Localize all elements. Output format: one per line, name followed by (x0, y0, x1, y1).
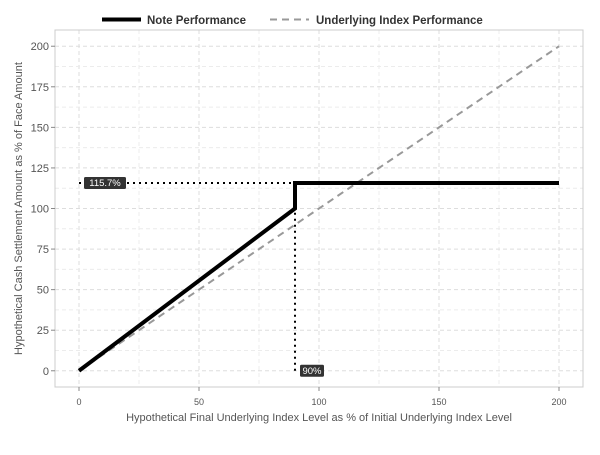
y-tick-label: 200 (31, 41, 49, 53)
x-tick-label: 100 (311, 397, 326, 407)
y-tick-label: 100 (31, 204, 49, 216)
y-tick-label: 50 (37, 285, 49, 297)
y-tick-label: 150 (31, 122, 49, 134)
y-tick-label: 125 (31, 163, 49, 175)
legend: Note Performance Underlying Index Perfor… (102, 15, 483, 27)
y-tick-label: 25 (37, 325, 49, 337)
annotation-label: 90% (302, 366, 322, 377)
legend-label-note-performance: Note Performance (147, 15, 246, 27)
series-line-note-performance (77, 181, 559, 373)
x-tick-label: 50 (194, 397, 204, 407)
y-tick-label: 0 (43, 366, 49, 378)
annotations: 115.7% 90% (84, 177, 324, 377)
y-axis-label: Hypothetical Cash Settlement Amount as %… (13, 62, 25, 355)
y-tick-label: 75 (37, 244, 49, 256)
y-tick-label: 175 (31, 82, 49, 94)
x-axis-label: Hypothetical Final Underlying Index Leve… (126, 412, 512, 424)
series-line-underlying-index-performance (78, 45, 560, 372)
x-tick-label: 0 (76, 397, 81, 407)
annotation-label: 115.7% (89, 178, 121, 189)
annotation-box (84, 177, 126, 190)
x-tick-label: 200 (551, 397, 566, 407)
annotation-box (300, 364, 324, 377)
grid (55, 30, 583, 387)
axes: 0 50 100 150 200 0 25 50 75 100 125 150 175 200 (31, 41, 567, 407)
x-tick-label: 150 (431, 397, 446, 407)
legend-label-underlying-index-performance: Underlying Index Performance (316, 15, 483, 27)
